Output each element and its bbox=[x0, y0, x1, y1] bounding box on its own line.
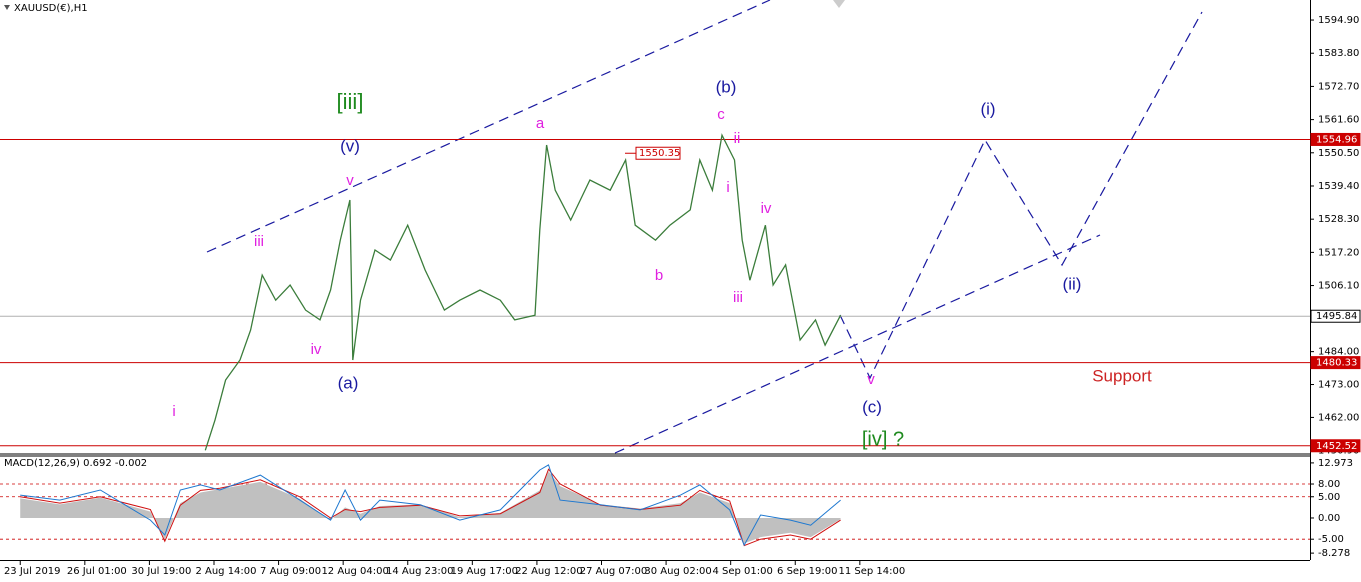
wave-label: ii bbox=[734, 130, 741, 147]
lower-channel bbox=[614, 234, 1101, 454]
wave-label: [iii] bbox=[337, 89, 364, 114]
x-tick-label: 12 Aug 04:00 bbox=[321, 566, 388, 577]
price-marker-box bbox=[635, 146, 681, 160]
upper-channel bbox=[206, 0, 771, 253]
y-tick-label: -8.278 bbox=[1318, 548, 1350, 559]
trend-lines bbox=[206, 0, 1203, 454]
price-marker-label: 1550.35 bbox=[639, 148, 680, 159]
price-tag-label: 1554.96 bbox=[1316, 134, 1357, 145]
wave-label: v bbox=[867, 371, 875, 388]
y-tick-label: 5.00 bbox=[1318, 492, 1340, 503]
wave-label: i bbox=[172, 403, 175, 420]
x-tick-label: 19 Aug 17:00 bbox=[451, 566, 518, 577]
wave-label: i bbox=[726, 179, 729, 196]
wave-label: iii bbox=[254, 233, 264, 250]
wave-label: v bbox=[346, 172, 354, 189]
y-tick-label: 1473.00 bbox=[1318, 380, 1359, 391]
y-tick-label: 1539.40 bbox=[1318, 181, 1359, 192]
projection bbox=[839, 11, 1203, 380]
wave-label: b bbox=[655, 267, 663, 284]
wave-label: Support bbox=[1092, 366, 1152, 385]
wave-label: c bbox=[717, 106, 725, 123]
y-tick-label: 1528.30 bbox=[1318, 214, 1359, 225]
wave-label: (i) bbox=[980, 99, 995, 118]
y-tick-label: 0.00 bbox=[1318, 513, 1340, 524]
x-tick-label: 2 Aug 14:00 bbox=[195, 566, 256, 577]
x-tick-label: 14 Aug 23:00 bbox=[386, 566, 453, 577]
wave-label: (a) bbox=[338, 373, 359, 392]
y-tick-label: 1517.20 bbox=[1318, 247, 1359, 258]
wave-label: iv bbox=[761, 200, 772, 217]
y-tick-label: 1506.10 bbox=[1318, 281, 1359, 292]
price-tag bbox=[1310, 132, 1361, 146]
y-tick-label: 8.00 bbox=[1318, 479, 1340, 490]
y-tick-label: -5.00 bbox=[1318, 534, 1344, 545]
price-tag bbox=[1310, 309, 1361, 323]
price-line bbox=[204, 133, 842, 451]
price-tag-label: 1452.52 bbox=[1316, 441, 1357, 452]
y-tick-label: 1462.00 bbox=[1318, 412, 1359, 423]
chart-title: XAUUSD(€),H1 bbox=[14, 3, 88, 14]
wave-label: [iv] ? bbox=[862, 428, 904, 450]
x-tick-label: 23 Jul 2019 bbox=[4, 566, 61, 577]
y-tick-label: 1594.90 bbox=[1318, 15, 1359, 26]
price-tag bbox=[1310, 356, 1361, 370]
price-tag-label: 1480.33 bbox=[1316, 358, 1357, 369]
y-tick-label: 12.973 bbox=[1318, 458, 1353, 469]
macd-histogram bbox=[20, 471, 841, 544]
macd-line bbox=[20, 468, 841, 547]
y-tick-label: 1561.60 bbox=[1318, 115, 1359, 126]
wave-label: (ii) bbox=[1063, 274, 1082, 293]
wave-label: iv bbox=[311, 341, 322, 358]
indicator-title: MACD(12,26,9) 0.692 -0.002 bbox=[4, 458, 147, 469]
shift-marker bbox=[833, 0, 845, 8]
price-tag-label: 1495.84 bbox=[1316, 311, 1357, 322]
wave-label: a bbox=[536, 115, 545, 132]
y-tick-label: 1484.00 bbox=[1318, 347, 1359, 358]
title-icon bbox=[4, 5, 10, 10]
price-tag bbox=[1310, 439, 1361, 453]
x-tick-label: 4 Sep 01:00 bbox=[712, 566, 772, 577]
x-tick-label: 30 Jul 19:00 bbox=[131, 566, 191, 577]
macd-line bbox=[20, 464, 841, 547]
x-tick-label: 22 Aug 12:00 bbox=[515, 566, 582, 577]
x-tick-label: 7 Aug 09:00 bbox=[260, 566, 321, 577]
y-tick-label: 1550.50 bbox=[1318, 148, 1359, 159]
x-tick-label: 11 Sep 14:00 bbox=[838, 566, 905, 577]
wave-label: (c) bbox=[862, 397, 882, 416]
y-tick-label: 1583.80 bbox=[1318, 48, 1359, 59]
x-tick-label: 30 Aug 02:00 bbox=[644, 566, 711, 577]
wave-label: (b) bbox=[716, 77, 737, 96]
wave-label: (v) bbox=[340, 136, 360, 155]
x-tick-label: 27 Aug 07:00 bbox=[580, 566, 647, 577]
x-tick-label: 6 Sep 19:00 bbox=[777, 566, 837, 577]
wave-label: iii bbox=[733, 289, 743, 306]
x-tick-label: 26 Jul 01:00 bbox=[67, 566, 127, 577]
y-tick-label: 1572.70 bbox=[1318, 81, 1359, 92]
